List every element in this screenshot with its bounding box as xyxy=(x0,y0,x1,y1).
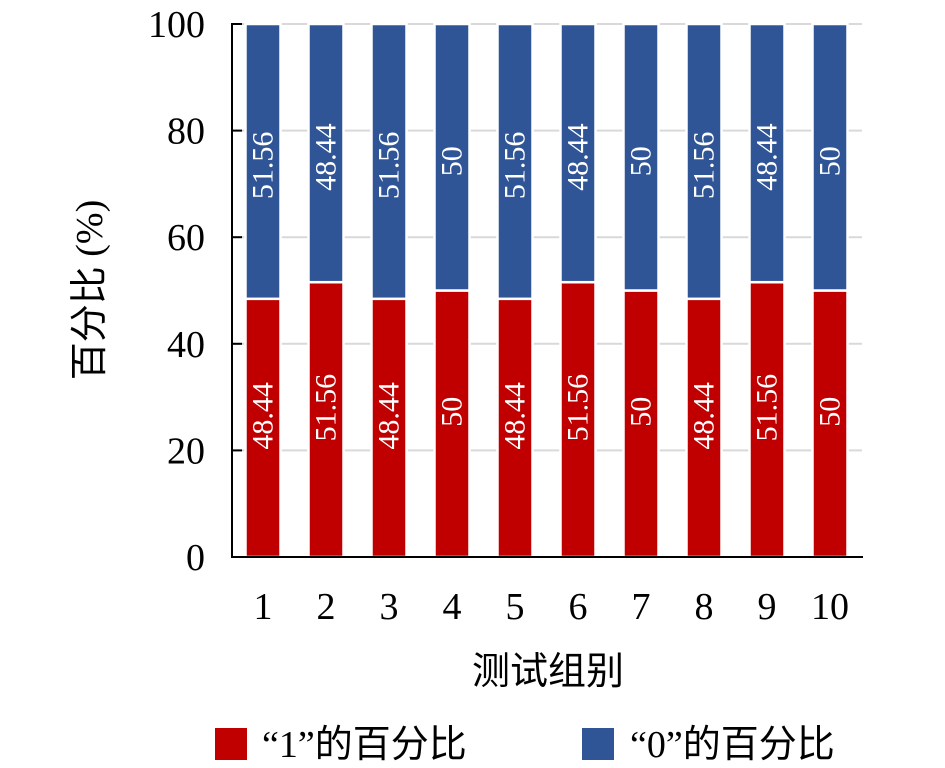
legend: “1”的百分比 “0”的百分比 xyxy=(215,724,835,766)
data-label: 50 xyxy=(625,397,658,427)
data-label: 51.56 xyxy=(310,374,343,442)
legend-item-1: “1”的百分比 xyxy=(215,724,467,766)
y-tick-label: 60 xyxy=(167,217,205,259)
data-labels: 48.44 51.56 51.56 48.44 48.44 51.56 50 50 48.44 5… xyxy=(247,123,847,449)
data-label: 51.56 xyxy=(751,374,784,442)
x-tick-label: 5 xyxy=(506,586,525,628)
bar-series-2-group-7 xyxy=(622,22,660,292)
y-axis-title: 百分比 (%) xyxy=(69,200,111,380)
bars xyxy=(244,22,849,559)
bar-series-1-group-9 xyxy=(748,280,786,559)
data-label: 50 xyxy=(814,146,847,176)
legend-label-1: “1”的百分比 xyxy=(262,724,467,766)
x-tick-label: 7 xyxy=(632,586,651,628)
data-label: 48.44 xyxy=(688,382,721,450)
data-label: 50 xyxy=(625,146,658,176)
bar-series-2-group-1 xyxy=(244,22,282,301)
data-label: 50 xyxy=(436,397,469,427)
y-tick-label: 0 xyxy=(186,537,205,579)
bar-series-1-group-1 xyxy=(244,297,282,559)
bar-series-2-group-2 xyxy=(307,22,345,284)
bar-series-2-group-5 xyxy=(496,22,534,301)
data-label: 50 xyxy=(436,146,469,176)
data-label: 48.44 xyxy=(310,123,343,191)
legend-swatch-2 xyxy=(582,728,614,760)
data-label: 50 xyxy=(814,397,847,427)
y-tick-label: 100 xyxy=(148,4,205,46)
bar-series-2-group-4 xyxy=(433,22,471,292)
x-tick-label: 2 xyxy=(317,586,336,628)
x-tick-label: 8 xyxy=(695,586,714,628)
data-label: 51.56 xyxy=(373,132,406,200)
x-tick-label: 4 xyxy=(443,586,462,628)
x-tick-label: 3 xyxy=(380,586,399,628)
x-tick-label: 10 xyxy=(811,586,849,628)
data-label: 51.56 xyxy=(562,374,595,442)
legend-label-2: “0”的百分比 xyxy=(630,724,835,766)
bar-series-2-group-3 xyxy=(370,22,408,301)
y-tick-label: 20 xyxy=(167,430,205,472)
data-label: 48.44 xyxy=(373,382,406,450)
data-label: 48.44 xyxy=(751,123,784,191)
bar-series-2-group-6 xyxy=(559,22,597,284)
data-label: 48.44 xyxy=(499,382,532,450)
data-label: 51.56 xyxy=(499,132,532,200)
data-label: 51.56 xyxy=(247,132,280,200)
x-axis-title: 测试组别 xyxy=(472,651,624,693)
bar-series-2-group-10 xyxy=(811,22,849,292)
bar-series-1-group-10 xyxy=(811,289,849,559)
x-tick-label: 1 xyxy=(254,586,273,628)
legend-swatch-1 xyxy=(215,728,247,760)
data-label: 48.44 xyxy=(562,123,595,191)
bar-series-2-group-8 xyxy=(685,22,723,301)
bar-series-1-group-5 xyxy=(496,297,534,559)
y-tick-label: 80 xyxy=(167,111,205,153)
x-tick-label: 6 xyxy=(569,586,588,628)
data-label: 51.56 xyxy=(688,132,721,200)
bar-series-2-group-9 xyxy=(748,22,786,284)
y-tick-label: 40 xyxy=(167,324,205,366)
x-tick-label: 9 xyxy=(758,586,777,628)
data-label: 48.44 xyxy=(247,382,280,450)
legend-item-2: “0”的百分比 xyxy=(582,724,835,766)
bar-series-1-group-8 xyxy=(685,297,723,559)
